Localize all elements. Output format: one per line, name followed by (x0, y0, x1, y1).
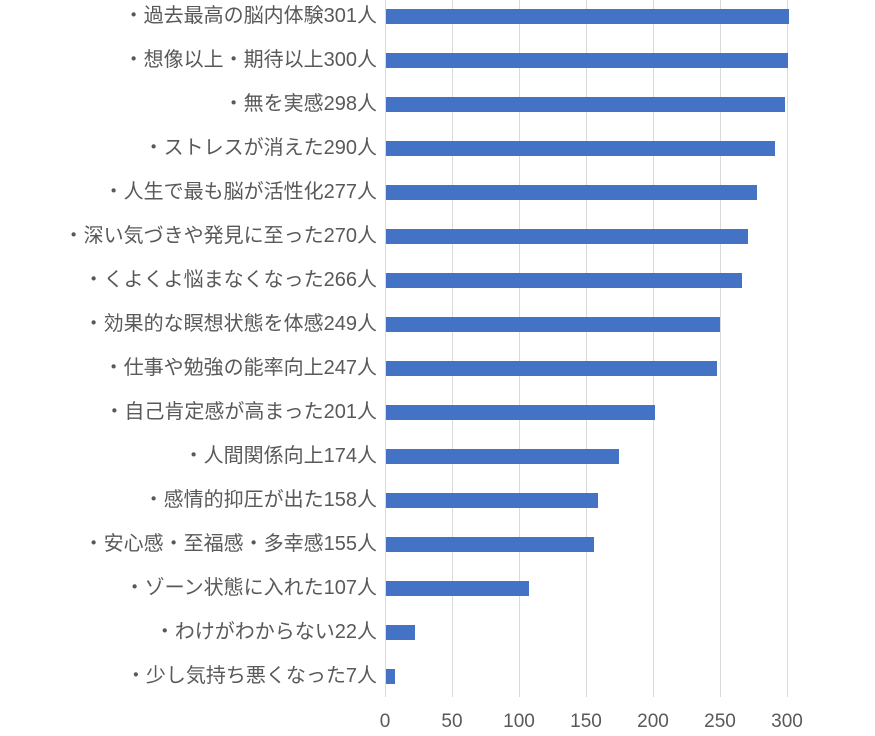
bar (386, 184, 758, 200)
bar (386, 624, 416, 640)
category-label: ・感情的抑圧が出た158人 (143, 489, 377, 511)
bar (386, 492, 598, 508)
x-tick-label: 50 (441, 711, 463, 732)
gridline (519, 0, 520, 697)
bar (386, 96, 786, 112)
category-label: ・仕事や勉強の能率向上247人 (103, 357, 377, 379)
gridline (452, 0, 453, 697)
bar (386, 140, 775, 156)
bar (386, 536, 594, 552)
category-label: ・ゾーン状態に入れた107人 (124, 577, 377, 599)
bar (386, 360, 717, 376)
category-label: ・人生で最も脳が活性化277人 (103, 181, 377, 203)
bar (386, 580, 530, 596)
bar (386, 8, 790, 24)
category-label: ・自己肯定感が高まった201人 (104, 401, 377, 423)
x-tick-label: 300 (771, 711, 803, 732)
bar (386, 316, 720, 332)
category-label: ・深い気づきや発見に至った270人 (63, 225, 377, 247)
category-label: ・無を実感298人 (223, 93, 377, 115)
category-label: ・過去最高の脳内体験301人 (123, 5, 377, 27)
category-label: ・くよくよ悩まなくなった266人 (83, 269, 377, 291)
category-label: ・人間関係向上174人 (183, 445, 377, 467)
category-label: ・効果的な瞑想状態を体感249人 (83, 313, 377, 335)
bar (386, 668, 396, 684)
category-label: ・ストレスが消えた290人 (143, 137, 377, 159)
category-label: ・安心感・至福感・多幸感155人 (83, 533, 377, 555)
category-label: ・想像以上・期待以上300人 (123, 49, 377, 71)
bar (386, 448, 620, 464)
x-tick-label: 0 (379, 711, 391, 732)
gridline (385, 0, 386, 697)
category-label: ・わけがわからない22人 (154, 621, 377, 643)
bar (386, 404, 656, 420)
bar (386, 52, 788, 68)
x-tick-label: 200 (637, 711, 669, 732)
x-tick-label: 150 (570, 711, 602, 732)
x-tick-label: 250 (704, 711, 736, 732)
gridline (653, 0, 654, 697)
gridline (720, 0, 721, 697)
x-tick-label: 100 (503, 711, 535, 732)
gridline (586, 0, 587, 697)
gridline (787, 0, 788, 697)
bar (386, 272, 743, 288)
bar (386, 228, 748, 244)
category-label: ・少し気持ち悪くなった7人 (125, 665, 377, 687)
